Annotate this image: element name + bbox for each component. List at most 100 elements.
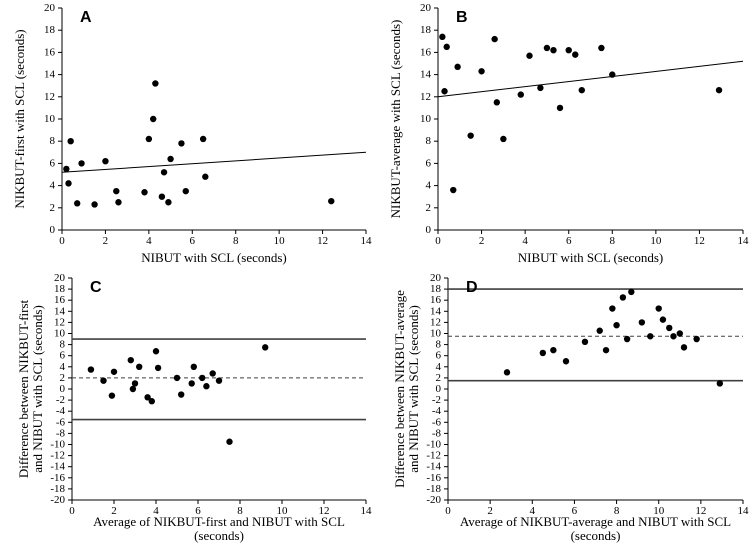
svg-text:(seconds): (seconds)	[194, 528, 244, 543]
svg-text:-6: -6	[56, 416, 66, 428]
svg-text:Average of NIKBUT-first and NI: Average of NIKBUT-first and NIBUT with S…	[93, 514, 345, 529]
panel-c-svg: 02468101214-20-18-16-14-12-10-8-6-4-2024…	[0, 270, 376, 548]
panel-a: 0246810121402468101214161820ANIBUT with …	[0, 0, 376, 270]
svg-text:0: 0	[60, 383, 66, 395]
panel-b: 0246810121402468101214161820BNIBUT with …	[376, 0, 753, 270]
svg-text:4: 4	[50, 180, 56, 192]
svg-text:4: 4	[146, 235, 152, 247]
svg-text:4: 4	[522, 235, 528, 247]
svg-text:(seconds): (seconds)	[571, 528, 621, 543]
svg-text:2: 2	[50, 202, 56, 214]
svg-text:20: 20	[54, 272, 66, 284]
svg-text:-14: -14	[50, 461, 65, 473]
svg-text:C: C	[90, 279, 102, 296]
svg-text:14: 14	[44, 69, 56, 81]
svg-text:0: 0	[50, 224, 56, 236]
svg-text:8: 8	[50, 135, 56, 147]
svg-text:10: 10	[430, 328, 442, 340]
svg-text:18: 18	[430, 283, 442, 295]
svg-text:4: 4	[426, 180, 432, 192]
svg-text:0: 0	[59, 235, 65, 247]
svg-text:and NIBUT with SCL (seconds): and NIBUT with SCL (seconds)	[30, 305, 45, 473]
svg-text:-8: -8	[432, 427, 442, 439]
svg-text:0: 0	[445, 505, 451, 517]
svg-text:14: 14	[738, 235, 750, 247]
panel-d: 02468101214-20-18-16-14-12-10-8-6-4-2024…	[376, 270, 753, 548]
svg-text:6: 6	[436, 350, 442, 362]
svg-text:-2: -2	[56, 394, 65, 406]
svg-text:Difference between NIKBUT-aver: Difference between NIKBUT-average	[392, 290, 407, 488]
svg-text:8: 8	[426, 135, 432, 147]
svg-text:12: 12	[420, 91, 431, 103]
svg-text:Difference between NIKBUT-firs: Difference between NIKBUT-first	[16, 299, 31, 478]
svg-text:-6: -6	[432, 416, 442, 428]
svg-text:2: 2	[426, 202, 432, 214]
svg-text:18: 18	[54, 283, 66, 295]
svg-text:8: 8	[60, 339, 66, 351]
svg-text:4: 4	[60, 361, 66, 373]
panel-a-svg: 0246810121402468101214161820ANIBUT with …	[0, 0, 376, 270]
svg-text:2: 2	[103, 235, 109, 247]
svg-text:NIKBUT-first with SCL (seconds: NIKBUT-first with SCL (seconds)	[12, 29, 27, 208]
svg-text:NIBUT with SCL (seconds): NIBUT with SCL (seconds)	[518, 250, 664, 265]
svg-text:14: 14	[54, 305, 66, 317]
svg-text:16: 16	[420, 46, 432, 58]
svg-text:B: B	[456, 9, 468, 26]
svg-text:6: 6	[50, 157, 56, 169]
svg-text:0: 0	[436, 383, 442, 395]
svg-text:-12: -12	[426, 450, 441, 462]
panel-b-svg: 0246810121402468101214161820BNIBUT with …	[376, 0, 753, 270]
svg-text:2: 2	[479, 235, 485, 247]
svg-text:0: 0	[435, 235, 441, 247]
svg-text:6: 6	[566, 235, 572, 247]
svg-text:-20: -20	[50, 494, 65, 506]
svg-text:14: 14	[420, 69, 432, 81]
svg-text:16: 16	[430, 294, 442, 306]
svg-text:0: 0	[69, 505, 75, 517]
svg-text:16: 16	[54, 294, 66, 306]
svg-text:8: 8	[436, 339, 442, 351]
svg-text:6: 6	[190, 235, 196, 247]
svg-text:4: 4	[436, 361, 442, 373]
svg-text:-18: -18	[426, 483, 441, 495]
svg-text:6: 6	[426, 157, 432, 169]
svg-text:14: 14	[361, 235, 373, 247]
svg-text:12: 12	[430, 316, 441, 328]
svg-text:and NIBUT with SCL (seconds): and NIBUT with SCL (seconds)	[406, 305, 421, 473]
svg-text:14: 14	[430, 305, 442, 317]
svg-text:10: 10	[650, 235, 662, 247]
svg-text:8: 8	[233, 235, 239, 247]
svg-text:-14: -14	[426, 461, 441, 473]
svg-text:6: 6	[60, 350, 66, 362]
svg-text:10: 10	[274, 235, 286, 247]
svg-text:0: 0	[426, 224, 432, 236]
svg-text:-4: -4	[56, 405, 66, 417]
svg-text:-18: -18	[50, 483, 65, 495]
svg-text:D: D	[466, 279, 478, 296]
svg-text:12: 12	[317, 235, 328, 247]
svg-text:-20: -20	[426, 494, 441, 506]
svg-text:-16: -16	[426, 472, 441, 484]
svg-text:2: 2	[436, 372, 442, 384]
svg-text:10: 10	[54, 328, 66, 340]
svg-text:-8: -8	[56, 427, 66, 439]
svg-text:8: 8	[610, 235, 616, 247]
svg-text:20: 20	[420, 2, 432, 14]
panel-d-svg: 02468101214-20-18-16-14-12-10-8-6-4-2024…	[376, 270, 753, 548]
svg-text:20: 20	[44, 2, 56, 14]
svg-text:2: 2	[60, 372, 66, 384]
svg-text:12: 12	[694, 235, 705, 247]
svg-text:-10: -10	[426, 439, 441, 451]
svg-text:12: 12	[54, 316, 65, 328]
svg-text:18: 18	[420, 24, 432, 36]
svg-text:16: 16	[44, 46, 56, 58]
svg-text:A: A	[80, 9, 92, 26]
svg-text:NIKBUT-average with SCL (secon: NIKBUT-average with SCL (seconds)	[388, 20, 403, 219]
svg-text:10: 10	[44, 113, 56, 125]
svg-text:-10: -10	[50, 439, 65, 451]
svg-text:NIBUT with SCL (seconds): NIBUT with SCL (seconds)	[141, 250, 287, 265]
svg-text:-12: -12	[50, 450, 65, 462]
svg-text:14: 14	[361, 505, 373, 517]
svg-text:-4: -4	[432, 405, 442, 417]
svg-text:-16: -16	[50, 472, 65, 484]
